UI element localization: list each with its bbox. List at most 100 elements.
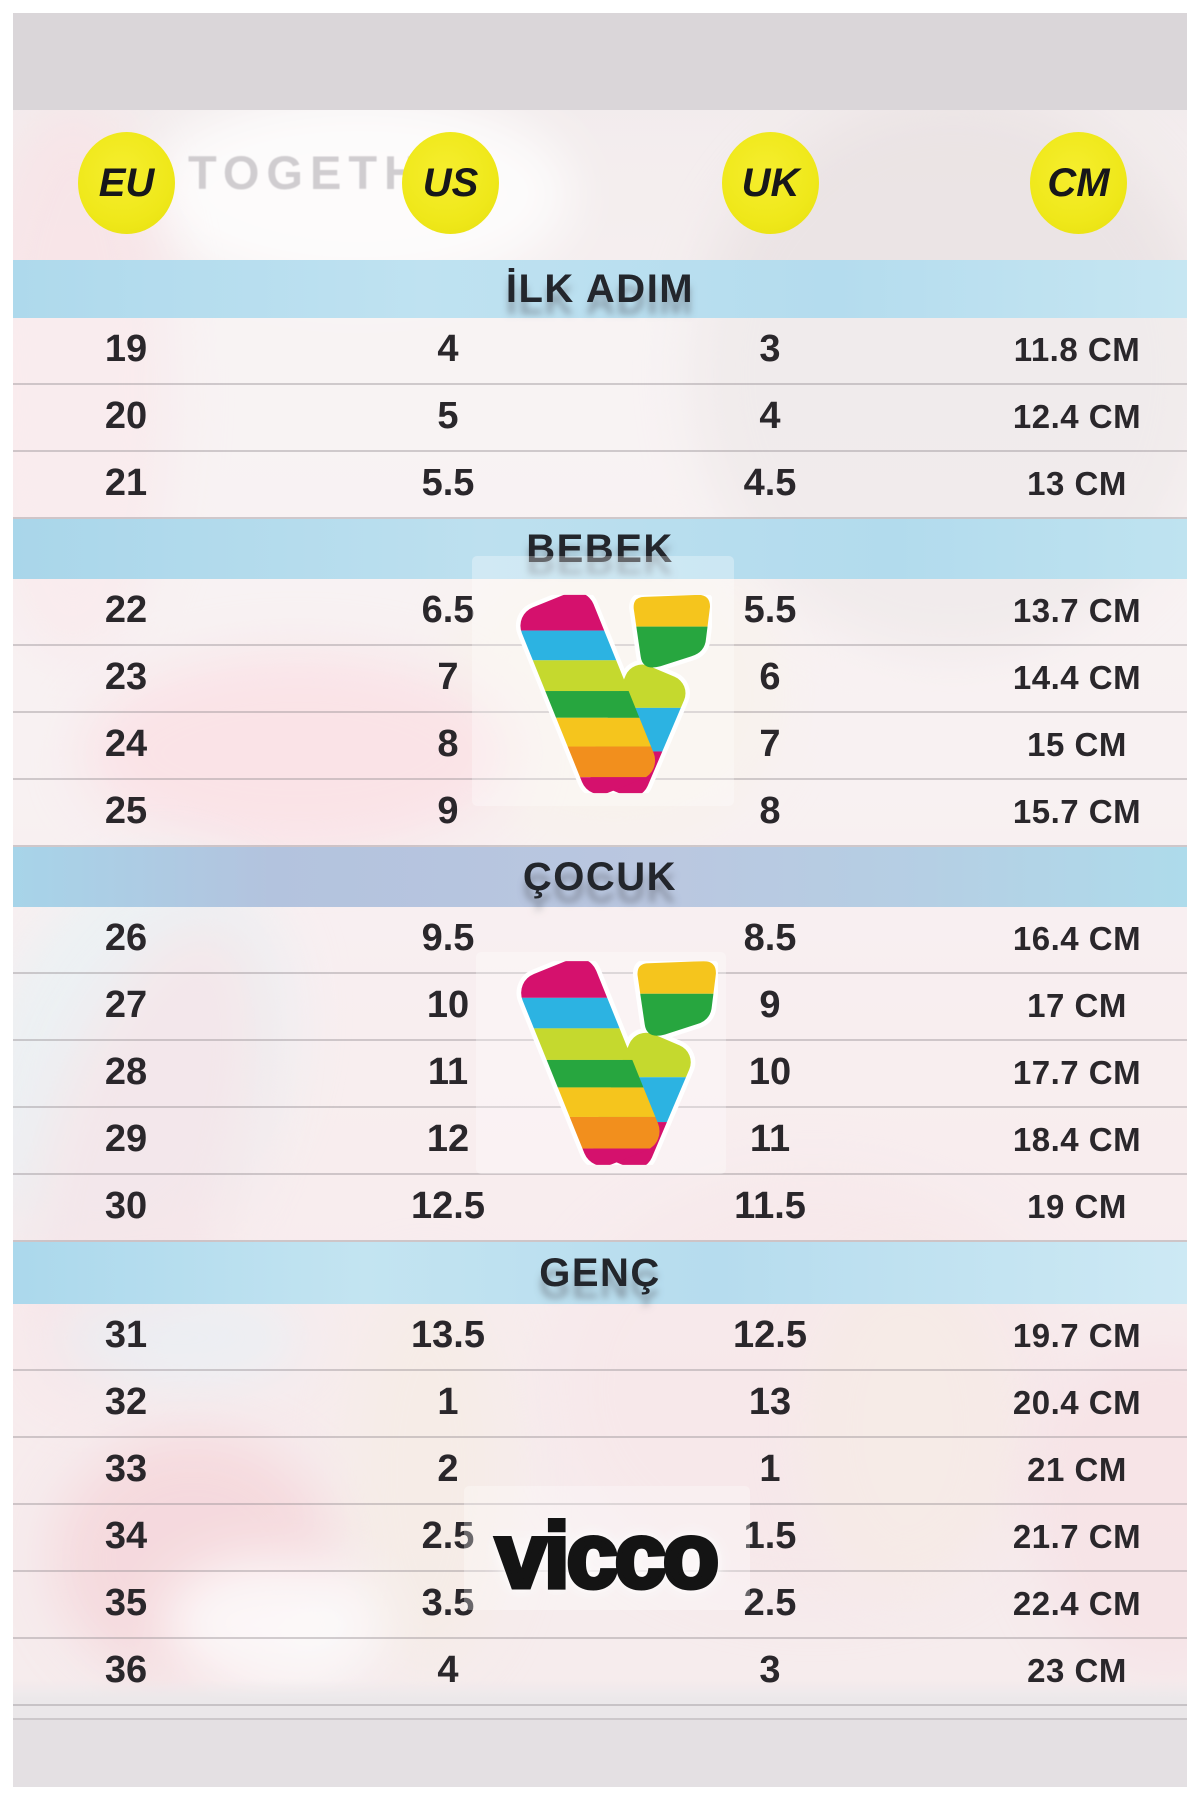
- table-row: 35 3.5 2.5 22.4 CM: [13, 1572, 1187, 1639]
- table-tail-strip: [13, 1706, 1187, 1720]
- column-badge-us: US: [402, 132, 499, 234]
- cell-us: 7: [437, 656, 459, 698]
- photo-blob: [803, 1263, 1013, 1593]
- cell-us: 3.5: [421, 1582, 475, 1624]
- cell-eu: 29: [104, 1118, 148, 1160]
- table-row: 36 4 3 23 CM: [13, 1639, 1187, 1706]
- vicco-v-logo: [494, 594, 712, 794]
- cell-cm: 21 CM: [1027, 1451, 1127, 1488]
- cell-cm: 13 CM: [1027, 465, 1127, 502]
- cell-uk: 7: [759, 723, 781, 765]
- cell-uk: 1.5: [743, 1515, 797, 1557]
- table-row: 31 13.5 12.5 19.7 CM: [13, 1304, 1187, 1371]
- column-badge-label: CM: [1047, 160, 1110, 205]
- cell-eu: 34: [104, 1515, 148, 1557]
- cell-cm: 19.7 CM: [1012, 1317, 1142, 1354]
- cell-eu: 30: [104, 1185, 148, 1227]
- cell-eu: 33: [104, 1448, 148, 1490]
- cell-us: 5.5: [421, 462, 475, 504]
- cell-eu: 32: [104, 1381, 148, 1423]
- cell-eu: 22: [104, 589, 148, 631]
- cell-eu: 27: [104, 984, 148, 1026]
- vicco-v-logo: [494, 961, 718, 1165]
- cell-cm: 15.7 CM: [1012, 793, 1142, 830]
- table-row: 20 5 4 12.4 CM: [13, 385, 1187, 452]
- section-band-bebek: BEBEK: [13, 519, 1187, 579]
- cell-cm: 22.4 CM: [1012, 1585, 1142, 1622]
- table-row: 21 5.5 4.5 13 CM: [13, 452, 1187, 519]
- cell-us: 2.5: [421, 1515, 475, 1557]
- cell-us: 8: [437, 723, 459, 765]
- cell-us: 10: [426, 984, 470, 1026]
- photo-blob: [143, 93, 573, 293]
- cell-uk: 13: [748, 1381, 792, 1423]
- cell-eu: 28: [104, 1051, 148, 1093]
- cell-cm: 16.4 CM: [1012, 920, 1142, 957]
- photo-blob: [53, 1288, 303, 1388]
- cell-cm: 19 CM: [1027, 1188, 1127, 1225]
- cell-eu: 21: [104, 462, 148, 504]
- column-badge-cm: CM: [1030, 132, 1127, 234]
- table-row: 34 2.5 1.5 21.7 CM: [13, 1505, 1187, 1572]
- column-badge-label: UK: [741, 160, 800, 205]
- section-title: BEBEK: [526, 526, 674, 571]
- section-title: GENÇ: [539, 1250, 661, 1295]
- cell-us: 5: [437, 395, 459, 437]
- cell-cm: 12.4 CM: [1012, 398, 1142, 435]
- cell-uk: 3: [759, 1649, 781, 1691]
- cell-uk: 2.5: [743, 1582, 797, 1624]
- cell-cm: 13.7 CM: [1012, 592, 1142, 629]
- cell-eu: 23: [104, 656, 148, 698]
- cell-eu: 36: [104, 1649, 148, 1691]
- photo-bottom-gray-band: [13, 1679, 1187, 1787]
- photo-blob: [163, 1558, 383, 1688]
- cell-cm: 17.7 CM: [1012, 1054, 1142, 1091]
- cell-uk: 8: [759, 790, 781, 832]
- cell-us: 12: [426, 1118, 470, 1160]
- table-row: 33 2 1 21 CM: [13, 1438, 1187, 1505]
- section-band-genc: GENÇ: [13, 1242, 1187, 1304]
- cell-us: 12.5: [411, 1185, 485, 1227]
- cell-cm: 21.7 CM: [1012, 1518, 1142, 1555]
- cell-us: 6.5: [421, 589, 475, 631]
- cell-uk: 3: [759, 328, 781, 370]
- cell-uk: 8.5: [743, 917, 797, 959]
- cell-us: 9.5: [421, 917, 475, 959]
- cell-us: 4: [437, 328, 459, 370]
- cell-cm: 14.4 CM: [1012, 659, 1142, 696]
- cell-cm: 18.4 CM: [1012, 1121, 1142, 1158]
- section-band-ilk-adim: İLK ADIM: [13, 260, 1187, 318]
- column-badge-uk: UK: [722, 132, 819, 234]
- cell-uk: 12.5: [733, 1314, 807, 1356]
- column-badge-eu: EU: [78, 132, 175, 234]
- cell-eu: 20: [104, 395, 148, 437]
- table-row: 30 12.5 11.5 19 CM: [13, 1175, 1187, 1242]
- cell-uk: 10: [748, 1051, 792, 1093]
- cell-uk: 11: [749, 1118, 791, 1160]
- cell-cm: 20.4 CM: [1012, 1384, 1142, 1421]
- cell-us: 4: [437, 1649, 459, 1691]
- cell-uk: 9: [759, 984, 781, 1026]
- cell-us: 11: [427, 1051, 469, 1093]
- logo-backdrop: [464, 1486, 750, 1610]
- photo-top-gray-band: [13, 13, 1187, 110]
- cell-eu: 26: [104, 917, 148, 959]
- cell-cm: 17 CM: [1027, 987, 1127, 1024]
- cell-eu: 19: [104, 328, 148, 370]
- section-title: ÇOCUK: [522, 854, 678, 899]
- section-band-cocuk: ÇOCUK: [13, 847, 1187, 907]
- cell-uk: 4: [759, 395, 781, 437]
- section-title: İLK ADIM: [505, 266, 695, 311]
- vicco-wordmark: vicco: [493, 1504, 721, 1609]
- photo-blob: [83, 653, 513, 853]
- cell-cm: 23 CM: [1027, 1652, 1127, 1689]
- cell-us: 1: [437, 1381, 459, 1423]
- cell-cm: 11.8 CM: [1013, 331, 1141, 368]
- table-row: 32 1 13 20.4 CM: [13, 1371, 1187, 1438]
- cell-eu: 35: [104, 1582, 148, 1624]
- cell-uk: 5.5: [743, 589, 797, 631]
- cell-uk: 4.5: [743, 462, 797, 504]
- cell-us: 13.5: [411, 1314, 485, 1356]
- cell-cm: 15 CM: [1027, 726, 1127, 763]
